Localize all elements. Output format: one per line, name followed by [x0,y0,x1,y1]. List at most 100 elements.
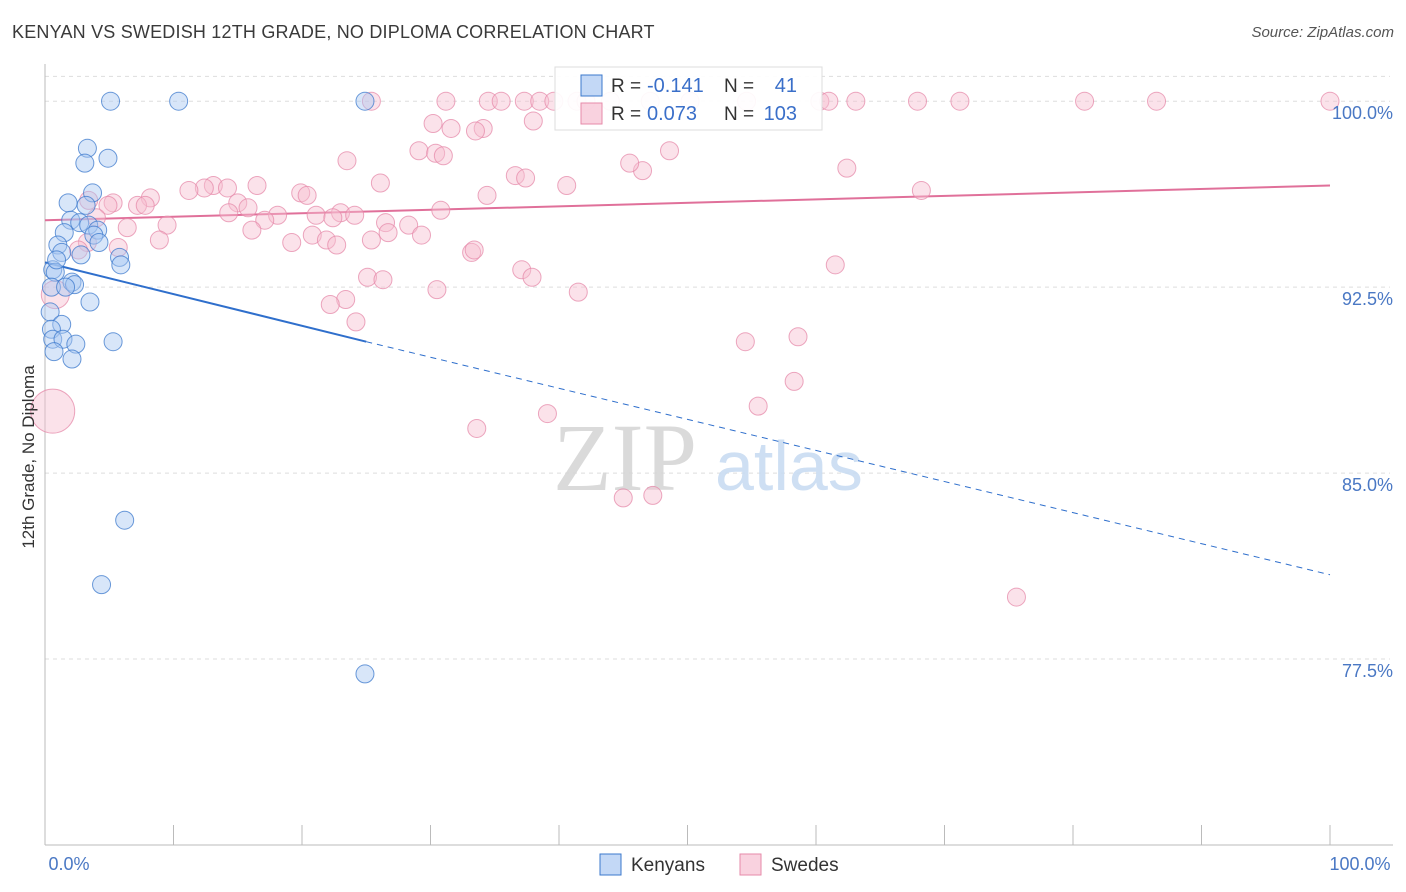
swedes-point [426,143,446,163]
swedes-point [409,141,429,161]
legend-r-value: 0.073 [647,103,697,125]
swedes-point [320,294,340,314]
bottom-legend-swatch-swedes [739,853,762,876]
legend-swatch-swedes [580,102,603,125]
legend-r-label: R = [611,104,641,125]
swedes-point [1147,91,1167,111]
swedes-point [1006,587,1026,607]
swedes-point [378,223,398,243]
swedes-point [345,205,365,225]
swedes-point [788,327,808,347]
legend-n-value: 103 [764,103,797,125]
swedes-point [465,121,485,141]
bottom-legend-swatch-kenyans [599,853,622,876]
y-tick-label: 100.0% [1332,103,1393,123]
swedes-point [247,175,267,195]
kenyans-point [98,148,118,168]
kenyans-point [40,302,60,322]
swedes-point [217,178,237,198]
swedes-point [620,153,640,173]
legend-r-value: -0.141 [647,75,704,97]
bottom-legend-label: Swedes [771,855,839,876]
legend-r-label: R = [611,76,641,97]
swedes-point [522,267,542,287]
swedes-point [412,225,432,245]
swedes-point [557,175,577,195]
y-tick-label: 92.5% [1342,289,1393,309]
swedes-point [514,91,534,111]
swedes-point [361,230,381,250]
watermark: ZIP atlas [553,404,863,511]
kenyans-point [52,314,72,334]
watermark-zip: ZIP [553,404,697,511]
swedes-point [98,195,118,215]
swedes-point [643,485,663,505]
x-tick-label: 100.0% [1329,854,1390,874]
swedes-point [660,141,680,161]
swedes-point [473,118,493,138]
y-tick-label: 85.0% [1342,475,1393,495]
kenyans-point [45,262,65,282]
kenyans-trend-line [44,261,367,343]
swedes-point [219,203,239,223]
kenyans-point [71,245,91,265]
kenyans-point [54,223,74,243]
kenyans-point [62,272,82,292]
swedes-point [336,290,356,310]
kenyans-point [355,664,375,684]
kenyans-point [76,195,96,215]
kenyans-point [110,247,130,267]
bottom-legend: Kenyans Swedes [599,853,839,876]
swedes-point [516,168,536,188]
kenyans-point [75,153,95,173]
swedes-point [40,280,70,310]
swedes-trend-line [44,184,1331,222]
swedes-point [302,225,322,245]
kenyans-point [43,329,63,349]
swedes-point [433,146,453,166]
swedes-point [1320,91,1340,111]
swedes-point [568,282,588,302]
kenyans-point [58,193,78,213]
swedes-point [464,240,484,260]
swedes-point [436,91,456,111]
swedes-point [149,230,169,250]
swedes-point [117,218,137,238]
kenyans-point [47,250,67,270]
kenyans-point [89,233,109,253]
swedes-point [103,193,123,213]
kenyans-point [66,334,86,354]
swedes-point [68,240,88,260]
kenyans-point [80,292,100,312]
kenyans-point [83,183,103,203]
swedes-point [1075,91,1095,111]
legend-n-label: N = [724,104,754,125]
swedes-point [238,198,258,218]
axes [44,64,1393,846]
swedes-point [613,488,633,508]
swedes-point [323,208,343,228]
swedes-point [399,215,419,235]
x-tick-label: 0.0% [48,854,89,874]
swedes-point [837,158,857,178]
swedes-point [846,91,866,111]
kenyans-point [101,91,121,111]
swedes-point [128,195,148,215]
kenyans-point [41,277,61,297]
kenyans-point [355,91,375,111]
swedes-point [297,185,317,205]
swedes-point [427,280,447,300]
trend-lines [44,184,1331,576]
swedes-point [735,332,755,352]
kenyans-point [92,575,112,595]
source-label: Source: ZipAtlas.com [1251,24,1394,41]
swedes-point [255,210,275,230]
kenyans-point [56,277,76,297]
legend: R = -0.141 N = 41 R = 0.073 N = 103 [554,66,823,131]
swedes-point [242,220,262,240]
swedes-point [491,91,511,111]
swedes-point [358,267,378,287]
swedes-point [908,91,928,111]
tick-labels: 77.5% 85.0% 92.5% 100.0% 0.0% 100.0% 12th Grad… [19,103,1393,874]
swedes-point [512,260,532,280]
